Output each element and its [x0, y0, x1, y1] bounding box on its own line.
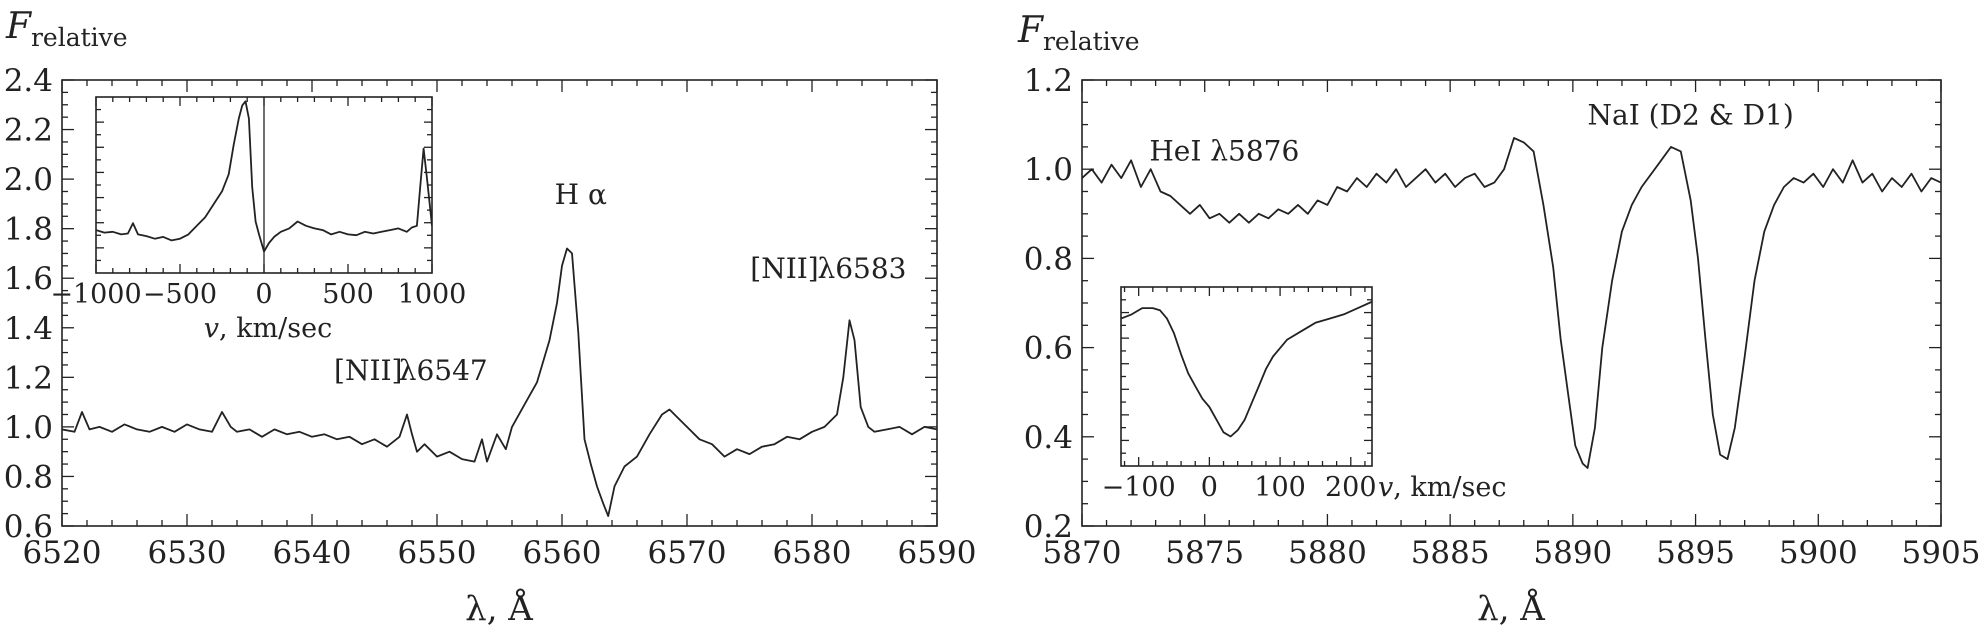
annotation-label: λ6547	[399, 354, 488, 387]
x-tick-label: 6550	[398, 535, 477, 571]
y-tick-label: 1.8	[4, 212, 53, 248]
inset-x-tick-label: −100	[1102, 472, 1176, 503]
x-tick-label: 5900	[1779, 535, 1858, 571]
inset-x-tick-label: −500	[143, 279, 217, 310]
inset-profile-line	[1121, 300, 1372, 438]
y-tick-label: 1.6	[4, 261, 53, 297]
annotation-label: [NII]	[750, 252, 818, 285]
y-tick-label: 0.6	[1024, 331, 1073, 367]
inset-panel: −1000 −500 0 500 1000 v, km/sec	[50, 96, 467, 344]
annotation-label: λ6583	[817, 252, 906, 285]
y-tick-label: 2.4	[4, 63, 53, 99]
inset-x-tick-label: 0	[1201, 472, 1218, 503]
inset-frame	[95, 96, 433, 274]
y-tick-label: 0.8	[1024, 241, 1073, 277]
y-tick-label: 1.0	[4, 410, 53, 446]
x-tick-label: 6520	[23, 535, 102, 571]
x-tick-label: 5905	[1902, 535, 1981, 571]
inset-background	[1121, 287, 1372, 466]
x-axis-label: λ, Å	[1477, 588, 1545, 629]
y-tick-label: 1.4	[4, 311, 53, 347]
spectrum-line	[1082, 137, 1941, 469]
x-tick-label: 6540	[273, 535, 352, 571]
x-tick-label: 6530	[148, 535, 227, 571]
x-tick-label: 6590	[898, 535, 977, 571]
x-tick-label: 6560	[523, 535, 602, 571]
spectrum-line	[62, 247, 937, 517]
inset-x-tick-label: 0	[255, 279, 272, 310]
x-tick-label: 5880	[1288, 535, 1367, 571]
annotation-label: H α	[555, 178, 607, 211]
y-tick-label: 1.0	[1024, 152, 1073, 188]
inset-x-axis-label: v, km/sec	[204, 313, 332, 344]
inset-x-tick-label: 1000	[398, 279, 467, 310]
y-tick-label: 0.6	[4, 509, 53, 545]
x-tick-label: 5870	[1043, 535, 1122, 571]
inset-x-axis-label: v, km/sec	[1378, 472, 1506, 503]
y-tick-label: 1.2	[1024, 63, 1073, 99]
y-tick-label: 2.2	[4, 113, 53, 149]
inset-x-tick-label: 500	[322, 279, 374, 310]
x-tick-label: 6570	[648, 535, 727, 571]
x-tick-label: 5895	[1656, 535, 1735, 571]
x-axis-label: λ, Å	[465, 588, 533, 629]
inset-x-tick-label: 100	[1254, 472, 1306, 503]
annotation-label: [NII]	[334, 354, 402, 387]
x-tick-label: 6580	[773, 535, 852, 571]
y-tick-label: 2.0	[4, 162, 53, 198]
x-tick-label: 5885	[1411, 535, 1490, 571]
inset-panel: −100 0 100 200 v, km/sec	[1102, 286, 1506, 503]
inset-x-tick-label: −1000	[50, 279, 141, 310]
x-tick-label: 5890	[1533, 535, 1612, 571]
y-tick-label: 0.8	[4, 459, 53, 495]
inset-frame	[1120, 286, 1373, 467]
inset-profile-line	[96, 100, 432, 253]
y-tick-label: 1.2	[4, 360, 53, 396]
y-axis-label: Frelative	[5, 6, 128, 52]
y-tick-label: 0.4	[1024, 420, 1073, 456]
chart-panel-2: 5870 5875 5880 5885 5890 5895 5900 5905 0.2 0.4 0.…	[1017, 10, 1980, 629]
chart-panel-1: 6520 6530 6540 6550 6560 6570 6580 6590 0.6 0.8 1.…	[4, 6, 977, 629]
y-tick-label: 0.2	[1024, 509, 1073, 545]
inset-x-tick-label: 200	[1325, 472, 1377, 503]
y-axis-label: Frelative	[1017, 10, 1140, 56]
x-tick-label: 5875	[1165, 535, 1244, 571]
annotation-label: NaI (D2 & D1)	[1588, 99, 1794, 132]
annotation-label: HeI λ5876	[1149, 134, 1299, 167]
